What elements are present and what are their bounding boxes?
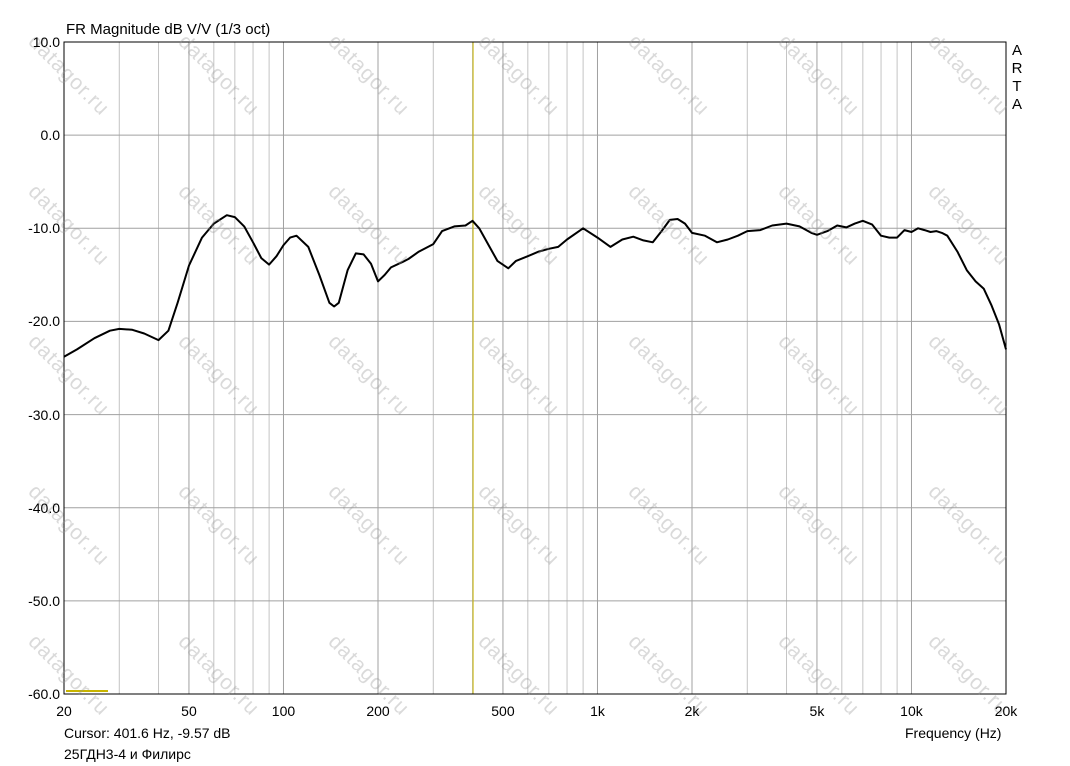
arta-logo-letter: R: [1011, 60, 1023, 77]
y-tick-label: -10.0: [28, 220, 60, 237]
arta-logo-letter: A: [1011, 96, 1022, 113]
x-tick-label: 10k: [900, 703, 923, 719]
x-tick-label: 5k: [809, 703, 825, 719]
y-tick-label: -60.0: [28, 686, 60, 702]
y-tick-label: -40.0: [28, 499, 60, 516]
x-tick-label: 500: [491, 703, 515, 719]
grid-major-lines: [63, 41, 1007, 695]
grid-minor-lines: [118, 42, 898, 694]
x-tick-label: 50: [181, 703, 197, 719]
cursor-readout: Cursor: 401.6 Hz, -9.57 dB: [64, 725, 231, 741]
y-tick-label: -50.0: [28, 592, 60, 609]
chart-title: FR Magnitude dB V/V (1/3 oct): [66, 21, 271, 38]
x-tick-label: 100: [271, 703, 296, 719]
x-tick-label: 20: [56, 703, 72, 719]
x-axis-label: Frequency (Hz): [905, 725, 1002, 741]
y-tick-label: -30.0: [28, 406, 60, 423]
plot-frame: [63, 41, 1007, 695]
y-tick-label: 0.0: [40, 127, 60, 144]
x-tick-label: 200: [366, 703, 390, 719]
x-tick-label: 2k: [684, 703, 700, 719]
x-tick-label: 1k: [590, 703, 605, 719]
x-tick-label: 20k: [994, 703, 1018, 719]
y-tick-label: -20.0: [28, 313, 60, 330]
arta-logo-letter: A: [1011, 42, 1022, 59]
legend-label: 25ГДН3-4 и Филирс: [64, 746, 191, 762]
y-tick-label: 10.0: [32, 34, 60, 50]
arta-logo-letter: T: [1012, 78, 1022, 95]
fr-magnitude-trace: [63, 214, 1007, 358]
